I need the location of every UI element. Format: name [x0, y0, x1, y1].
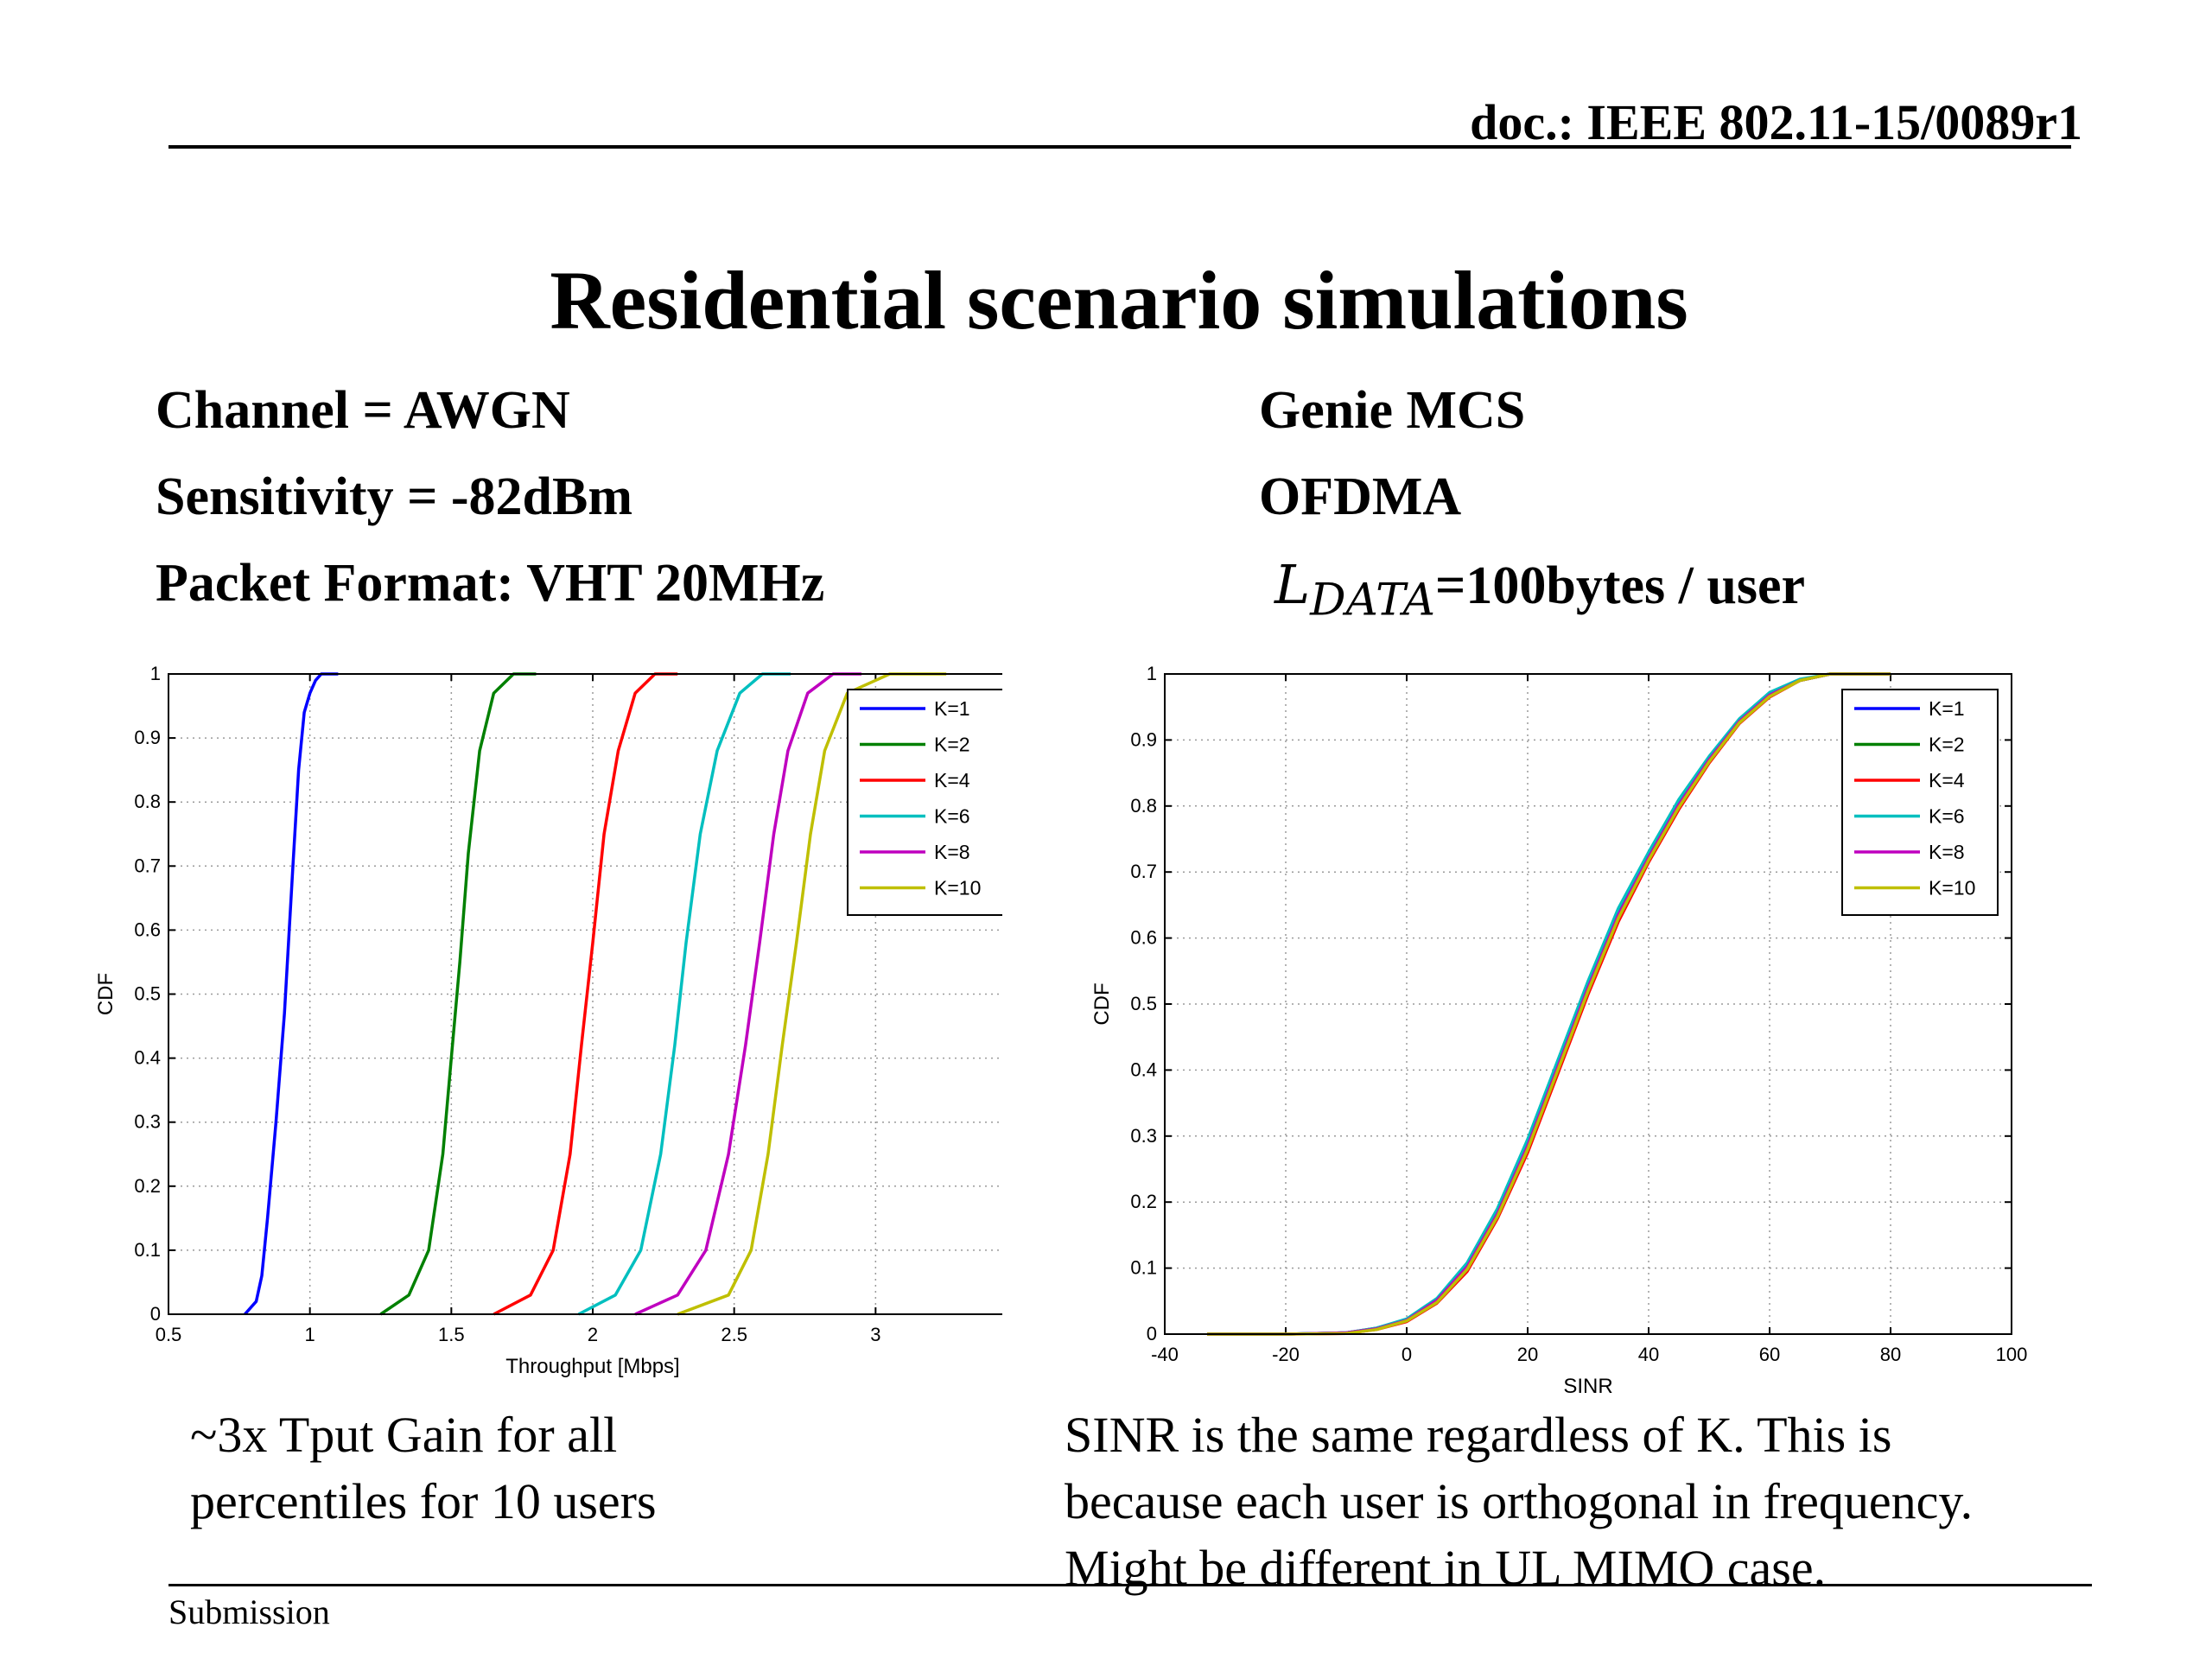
legend-label: K=4 — [1929, 769, 1965, 791]
legend-label: K=6 — [1929, 805, 1965, 828]
x-tick-label: 40 — [1638, 1344, 1659, 1365]
x-tick-label: 3 — [870, 1324, 880, 1345]
x-tick-label: 60 — [1759, 1344, 1780, 1365]
y-tick-label: 0.4 — [134, 1047, 161, 1069]
y-tick-label: 0.6 — [134, 918, 161, 940]
param-sensitivity: Sensitivity = -82dBm — [156, 467, 633, 526]
series-line — [677, 672, 947, 1316]
header-rule — [168, 145, 2071, 149]
y-tick-label: 0.6 — [1130, 927, 1157, 949]
caption-right-line: SINR is the same regardless of K. This i… — [1065, 1407, 1892, 1463]
ldata-symbol: L — [1274, 553, 1311, 616]
x-axis-label: SINR — [1563, 1375, 1612, 1398]
throughput-cdf-chart: 0.511.522.533.500.10.20.30.40.50.60.70.8… — [94, 663, 1002, 1378]
y-tick-label: 0.3 — [1130, 1125, 1157, 1147]
legend-label: K=4 — [934, 769, 970, 791]
caption-right-line: because each user is orthogonal in frequ… — [1065, 1473, 1974, 1529]
param-ldata: LDATA=100bytes / user — [1274, 553, 1805, 626]
param-channel: Channel = AWGN — [156, 381, 570, 440]
doc-id: doc.: IEEE 802.11-15/0089r1 — [1470, 94, 2082, 150]
y-tick-label: 0.9 — [134, 727, 161, 748]
x-tick-label: 100 — [1996, 1344, 2028, 1365]
y-axis-label: CDF — [94, 973, 118, 1015]
param-ofdma: OFDMA — [1259, 467, 1462, 526]
slide-title: Residential scenario simulations — [550, 254, 1688, 346]
plot-frame — [168, 673, 1002, 1315]
y-tick-label: 1 — [150, 663, 161, 684]
legend-label: K=8 — [1929, 841, 1965, 863]
y-tick-label: 0.4 — [1130, 1058, 1157, 1080]
legend-label: K=8 — [934, 841, 970, 863]
plot-frame — [1164, 673, 2012, 1335]
y-tick-label: 0.8 — [1130, 795, 1157, 817]
x-tick-label: 1 — [305, 1324, 315, 1345]
legend-label: K=6 — [934, 805, 970, 828]
y-tick-label: 0.2 — [1130, 1191, 1157, 1212]
legend-label: K=10 — [934, 877, 981, 899]
param-packet-format: Packet Format: VHT 20MHz — [156, 554, 825, 613]
series-line — [244, 672, 339, 1316]
x-tick-label: 0 — [1402, 1344, 1412, 1365]
y-tick-label: 0.5 — [134, 983, 161, 1005]
ldata-subscript: DATA — [1310, 574, 1436, 626]
ldata-value: =100bytes / user — [1435, 556, 1805, 615]
y-tick-label: 1 — [1147, 663, 1157, 684]
sinr-cdf-chart: -40 -20 0 20 40 60 80 100 0 0.1 0.2 0.3 0.4 0.5 0.6 0.7… — [1090, 663, 2028, 1398]
y-tick-label: 0.1 — [134, 1239, 161, 1261]
y-tick-label: 0.7 — [134, 855, 161, 876]
series-line — [493, 672, 678, 1316]
y-tick-label: 0 — [150, 1303, 161, 1325]
y-tick-label: 0.3 — [134, 1111, 161, 1133]
y-tick-label: 0.1 — [1130, 1257, 1157, 1279]
caption-right: SINR is the same regardless of K. This i… — [1065, 1402, 1973, 1601]
footer-rule — [168, 1584, 2092, 1586]
series-line — [634, 672, 861, 1316]
y-axis-label: CDF — [1090, 982, 1114, 1025]
caption-right-line: Might be different in UL MIMO case. — [1065, 1540, 1827, 1596]
y-tick-label: 0.9 — [1130, 728, 1157, 750]
x-tick-label: 2.5 — [721, 1324, 747, 1345]
y-tick-label: 0.7 — [1130, 861, 1157, 882]
y-tick-label: 0.2 — [134, 1175, 161, 1197]
series-line — [379, 672, 537, 1316]
caption-left-line: ~3x Tput Gain for all — [190, 1407, 618, 1463]
caption-left: ~3x Tput Gain for all percentiles for 10… — [190, 1402, 657, 1535]
legend-label: K=1 — [1929, 697, 1965, 720]
legend-box — [847, 689, 1002, 916]
y-tick-label: 0.5 — [1130, 993, 1157, 1014]
series-line — [1207, 672, 1891, 1336]
x-axis-label: Throughput [Mbps] — [505, 1355, 679, 1378]
legend-label: K=2 — [1929, 734, 1965, 756]
footer-submission: Submission — [168, 1592, 330, 1631]
x-tick-label: 0.5 — [156, 1324, 182, 1345]
x-tick-label: 80 — [1880, 1344, 1901, 1365]
legend-label: K=1 — [934, 697, 970, 720]
x-tick-label: 1.5 — [438, 1324, 465, 1345]
x-tick-label: -40 — [1151, 1344, 1179, 1365]
y-tick-label: 0 — [1147, 1323, 1157, 1344]
y-tick-label: 0.8 — [134, 791, 161, 812]
legend-label: K=2 — [934, 734, 970, 756]
x-tick-label: 2 — [588, 1324, 598, 1345]
series-line — [577, 672, 791, 1316]
x-tick-label: -20 — [1272, 1344, 1300, 1365]
x-tick-label: 20 — [1517, 1344, 1538, 1365]
legend-label: K=10 — [1929, 877, 1975, 899]
caption-left-line: percentiles for 10 users — [190, 1473, 657, 1529]
legend-box — [1841, 689, 1999, 916]
param-genie-mcs: Genie MCS — [1259, 381, 1526, 440]
